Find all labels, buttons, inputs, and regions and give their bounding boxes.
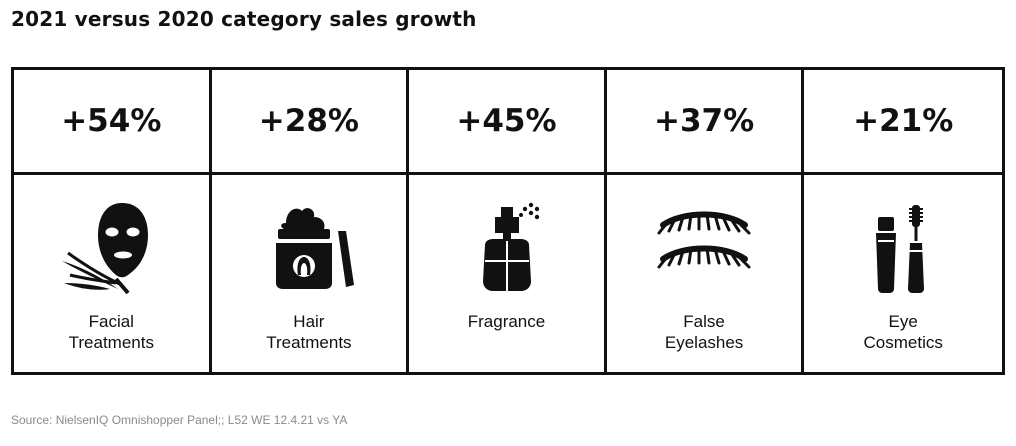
value-cell-false-eyelashes: +37% [606, 70, 805, 175]
value-cell-hair-treatments: +28% [211, 70, 410, 175]
source-note: Source: NielsenIQ Omnishopper Panel;; L5… [11, 413, 348, 427]
perfume-bottle-icon [483, 202, 540, 291]
hair-cream-jar-icon [275, 208, 354, 289]
value-label: +21% [853, 103, 954, 139]
value-label: +45% [456, 103, 557, 139]
category-label: Eye Cosmetics [863, 312, 943, 352]
value-cell-fragrance: +45% [409, 70, 607, 175]
category-cell-false-eyelashes: False Eyelashes [607, 175, 805, 372]
category-growth-table: +54% +28% +45% +37% +21% Facial Treatmen… [11, 67, 1005, 375]
mascara-icon [876, 205, 925, 293]
eyelashes-icon [657, 211, 751, 269]
category-label: Fragrance [467, 312, 546, 331]
category-label: Facial Treatments [68, 312, 154, 352]
category-cell-facial-treatments: Facial Treatments [14, 175, 212, 372]
category-label: False Eyelashes [664, 312, 744, 352]
value-label: +37% [654, 103, 755, 139]
value-cell-facial-treatments: +54% [14, 70, 212, 175]
category-cell-hair-treatments: Hair Treatments [212, 175, 410, 372]
value-label: +54% [61, 103, 162, 139]
value-cell-eye-cosmetics: +21% [804, 70, 1002, 175]
category-label: Hair Treatments [266, 312, 352, 352]
category-cell-eye-cosmetics: Eye Cosmetics [804, 175, 1002, 372]
category-cell-fragrance: Fragrance [409, 175, 607, 372]
value-label: +28% [258, 103, 359, 139]
chart-title: 2021 versus 2020 category sales growth [11, 7, 477, 31]
face-mask-icon [62, 203, 149, 295]
